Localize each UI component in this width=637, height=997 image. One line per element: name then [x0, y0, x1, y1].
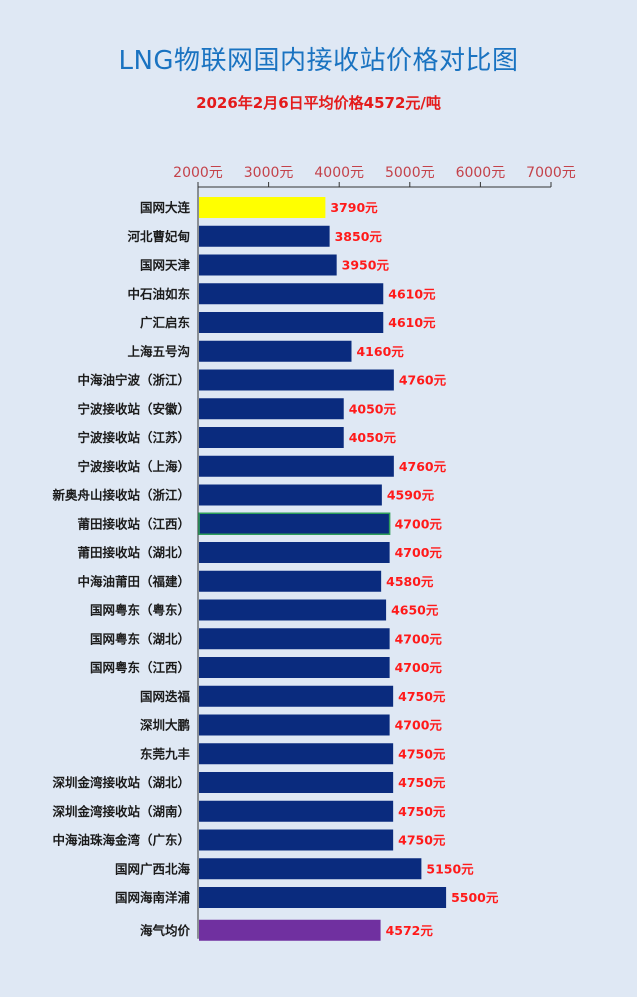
- bar: [199, 484, 382, 506]
- category-label: 东莞九丰: [140, 746, 191, 761]
- x-axis-tick-label: 2000元: [173, 165, 223, 181]
- data-label: 5150元: [426, 861, 474, 876]
- data-label: 4750元: [398, 804, 446, 819]
- category-label: 海气均价: [140, 923, 191, 938]
- bar: [199, 254, 337, 276]
- category-label: 宁波接收站（上海）: [77, 459, 190, 474]
- data-label: 4700元: [395, 631, 443, 646]
- data-label: 5500元: [451, 890, 499, 905]
- bar: [199, 599, 387, 621]
- data-label: 4700元: [395, 516, 443, 531]
- data-label: 4700元: [395, 660, 443, 675]
- chart-title: LNG物联网国内接收站价格对比图: [118, 46, 519, 76]
- category-label: 上海五号沟: [127, 344, 190, 359]
- bar: [199, 340, 352, 362]
- data-label: 4160元: [356, 344, 404, 359]
- category-label: 宁波接收站（安徽）: [77, 401, 190, 416]
- category-label: 国网迭福: [140, 689, 191, 704]
- data-label: 4750元: [398, 833, 446, 848]
- bar: [198, 512, 391, 535]
- data-label: 4050元: [349, 401, 397, 416]
- category-label: 中海油宁波（浙江）: [77, 373, 190, 388]
- bar: [199, 800, 394, 822]
- data-label: 4572元: [386, 923, 434, 938]
- x-axis-tick-label: 4000元: [314, 165, 364, 181]
- chart-subtitle: 2026年2月6日平均价格4572元/吨: [196, 94, 441, 112]
- bar: [199, 197, 326, 218]
- category-label: 中石油如东: [127, 286, 190, 301]
- category-label: 国网大连: [140, 200, 191, 215]
- data-label: 4700元: [395, 545, 443, 560]
- bar: [199, 455, 394, 477]
- category-label: 国网天津: [140, 258, 191, 273]
- bar: [199, 398, 344, 420]
- x-axis-tick-label: 6000元: [456, 165, 506, 181]
- data-label: 4580元: [386, 574, 434, 589]
- bar: [199, 887, 447, 908]
- category-label: 中海油珠海金湾（广东）: [52, 833, 190, 848]
- category-label: 河北曹妃甸: [127, 229, 190, 244]
- bar: [199, 829, 394, 851]
- category-label: 国网粤东（湖北）: [90, 631, 190, 646]
- data-label: 3850元: [335, 229, 383, 244]
- category-label: 深圳金湾接收站（湖北）: [52, 775, 190, 790]
- category-label: 宁波接收站（江苏）: [77, 430, 190, 445]
- bar: [199, 283, 384, 305]
- category-label: 新奥舟山接收站（浙江）: [52, 488, 190, 503]
- category-label: 莆田接收站（湖北）: [77, 545, 190, 560]
- data-label: 4650元: [391, 603, 439, 618]
- bar: [199, 369, 394, 391]
- data-label: 4050元: [349, 430, 397, 445]
- data-label: 4760元: [399, 373, 447, 388]
- bar: [199, 858, 422, 880]
- category-label: 国网广西北海: [115, 861, 191, 876]
- category-label: 国网海南洋浦: [115, 890, 191, 905]
- category-label: 深圳金湾接收站（湖南）: [52, 804, 190, 819]
- x-axis-tick-label: 3000元: [244, 165, 294, 181]
- bar: [199, 570, 382, 592]
- bar: [199, 657, 390, 678]
- bar: [199, 427, 344, 448]
- bar: [199, 743, 394, 765]
- bar: [199, 225, 330, 247]
- bar: [199, 772, 394, 793]
- data-label: 4760元: [399, 459, 447, 474]
- bar: [199, 714, 390, 736]
- category-label: 广汇启东: [140, 315, 191, 330]
- x-axis-tick-label: 7000元: [526, 165, 576, 181]
- data-label: 4590元: [387, 488, 435, 503]
- category-label: 莆田接收站（江西）: [77, 516, 190, 531]
- data-label: 3950元: [342, 258, 390, 273]
- category-label: 中海油莆田（福建）: [77, 574, 190, 589]
- bar: [199, 685, 394, 707]
- data-label: 4700元: [395, 718, 443, 733]
- data-label: 4610元: [388, 315, 436, 330]
- bar: [199, 628, 390, 650]
- bar: [199, 919, 381, 941]
- category-label: 国网粤东（江西）: [90, 660, 190, 675]
- category-label: 深圳大鹏: [140, 718, 190, 733]
- bar: [199, 542, 390, 563]
- x-axis-tick-label: 5000元: [385, 165, 435, 181]
- data-label: 4750元: [398, 689, 446, 704]
- data-label: 3790元: [330, 200, 378, 215]
- bar: [199, 312, 384, 333]
- data-label: 4750元: [398, 775, 446, 790]
- data-label: 4750元: [398, 746, 446, 761]
- category-label: 国网粤东（粤东）: [90, 603, 190, 618]
- data-label: 4610元: [388, 286, 436, 301]
